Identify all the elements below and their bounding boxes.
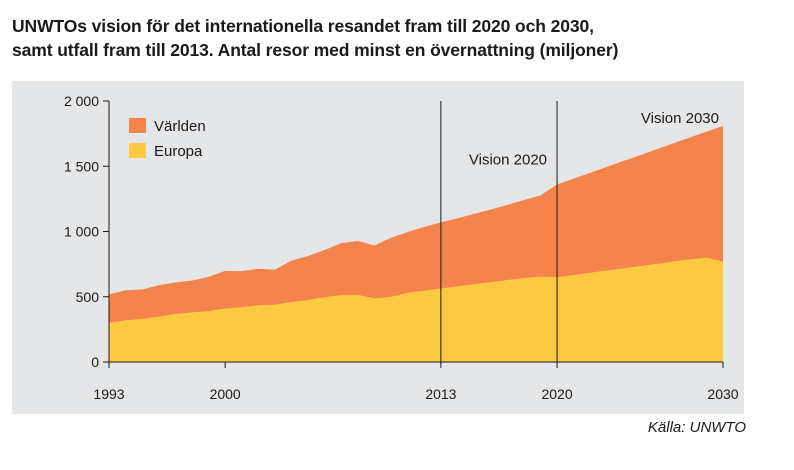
x-tick-label: 1993 — [93, 386, 124, 402]
legend-label: Världen — [154, 118, 206, 135]
chart-title-line-2: samt utfall fram till 2013. Antal resor … — [12, 40, 619, 60]
x-tick-label: 2013 — [425, 386, 456, 402]
chart-title-line-1: UNWTOs vision för det internationella re… — [12, 16, 594, 36]
y-tick-label: 0 — [91, 354, 99, 370]
legend-swatch — [129, 118, 146, 133]
y-tick-label: 1 000 — [64, 224, 99, 240]
source-note: Källa: UNWTO — [647, 419, 746, 436]
y-tick-label: 1 500 — [64, 158, 99, 174]
y-tick-label: 500 — [76, 289, 100, 305]
chart-title: UNWTOs vision för det internationella re… — [12, 14, 782, 62]
legend-swatch — [129, 143, 146, 158]
vision-label-1: Vision 2020 — [469, 152, 547, 169]
area-series-europa — [109, 257, 723, 362]
x-tick-label: 2000 — [210, 386, 241, 402]
x-tick-label: 2020 — [541, 386, 572, 402]
x-tick-label: 2030 — [707, 386, 738, 402]
y-tick-label: 2 000 — [64, 93, 99, 109]
legend-label: Europa — [154, 143, 203, 160]
vision-label-2: Vision 2030 — [641, 110, 719, 127]
